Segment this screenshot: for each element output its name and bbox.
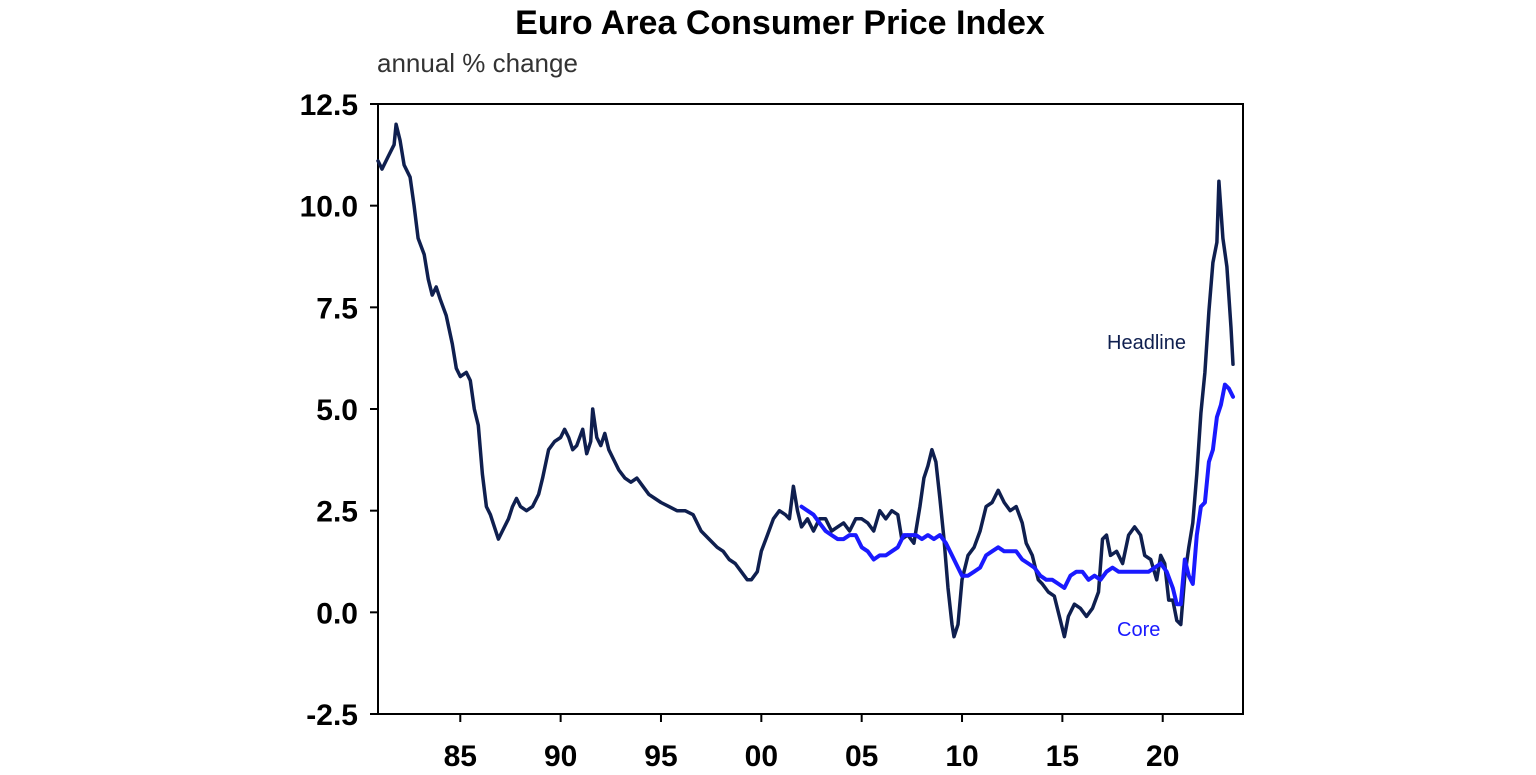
x-tick-label: 15 (1046, 740, 1079, 773)
y-tick-label: -2.5 (306, 699, 358, 732)
x-tick-label: 00 (745, 740, 778, 773)
y-tick-label: 7.5 (316, 292, 358, 325)
y-tick-label: 12.5 (300, 89, 358, 122)
core-annotation: Core (1117, 619, 1160, 641)
x-tick-label: 20 (1146, 740, 1179, 773)
headline-annotation: Headline (1107, 332, 1186, 354)
x-tick-label: 05 (845, 740, 878, 773)
y-tick-label: 2.5 (316, 496, 358, 529)
y-tick-label: 10.0 (300, 191, 358, 224)
series-layer (376, 122, 1235, 639)
x-axis: 85 90 95 00 05 10 15 20 (444, 714, 1179, 773)
x-tick-label: 95 (644, 740, 677, 773)
y-tick-label: 5.0 (316, 394, 358, 427)
x-tick-label: 85 (444, 740, 477, 773)
core-series-line (799, 382, 1235, 607)
x-tick-label: 10 (945, 740, 978, 773)
x-tick-label: 90 (544, 740, 577, 773)
y-tick-label: 0.0 (316, 597, 358, 630)
chart-subtitle: annual % change (377, 48, 578, 78)
plot-frame (377, 103, 1244, 715)
y-axis: 12.5 10.0 7.5 5.0 2.5 0.0 -2.5 (300, 89, 378, 732)
chart-title: Euro Area Consumer Price Index (515, 4, 1045, 42)
headline-series-line (376, 122, 1235, 639)
